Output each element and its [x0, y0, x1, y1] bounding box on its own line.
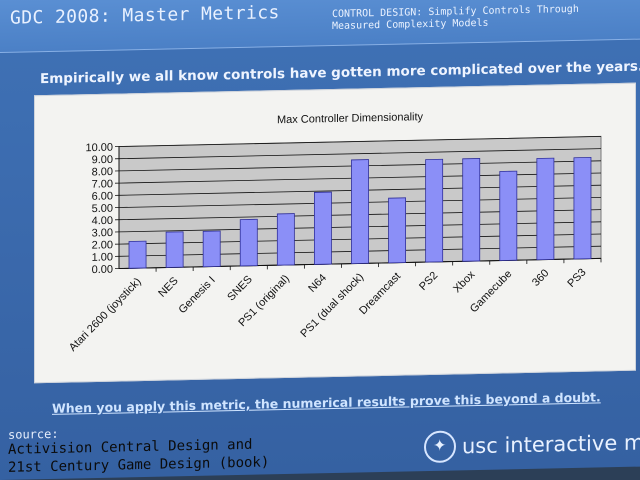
y-tick-label: 1.00: [92, 251, 113, 263]
bar: [462, 158, 481, 262]
source-label: source:: [8, 426, 59, 442]
bar: [536, 157, 555, 261]
y-tick-label: 7.00: [92, 178, 113, 190]
footer-claim: When you apply this metric, the numerica…: [52, 389, 601, 416]
logo-text: usc interactive med: [462, 429, 640, 459]
slide-subtitle: CONTROL DESIGN: Simplify Controls Throug…: [332, 3, 579, 33]
bar: [239, 218, 258, 267]
x-tick-label: Xbox: [451, 268, 478, 295]
y-tick-label: 5.00: [92, 203, 113, 215]
y-tick-label: 0.00: [92, 264, 113, 276]
usc-logo: usc interactive med: [424, 426, 640, 465]
slide-header: GDC 2008: Master Metrics CONTROL DESIGN:…: [0, 0, 640, 54]
chart-title: Max Controller Dimensionality: [277, 111, 424, 126]
bar: [276, 213, 295, 266]
chart-panel: Max Controller Dimensionality 0.00 1.00 2.0…: [34, 82, 636, 384]
y-tick-label: 10.00: [85, 142, 113, 155]
slide-headline: Empirically we all know controls have go…: [40, 58, 640, 88]
bar: [202, 230, 221, 268]
brand-title: GDC 2008: Master Metrics: [10, 2, 280, 29]
x-tick-label: PS1 (dual shock): [298, 271, 366, 340]
gridline: [119, 148, 601, 160]
x-tick-label: N64: [306, 272, 329, 295]
x-tick-label: PS2: [417, 270, 440, 293]
bar: [573, 156, 592, 260]
bar-chart: Max Controller Dimensionality 0.001.002.0…: [67, 111, 602, 354]
bar: [425, 158, 444, 263]
bar: [388, 197, 407, 264]
y-tick-label: 3.00: [92, 227, 113, 239]
x-tick-label: Dreamcast: [357, 270, 403, 317]
bar: [499, 170, 518, 261]
y-tick-label: 6.00: [92, 190, 113, 202]
bar: [128, 240, 147, 269]
x-tick-label: PS3: [565, 266, 588, 289]
x-tick-label: SNES: [225, 273, 255, 303]
gridline: [119, 136, 601, 147]
y-tick-label: 4.00: [92, 215, 113, 227]
y-tick-label: 2.00: [92, 239, 113, 251]
bar: [313, 191, 332, 265]
y-tick-label: 8.00: [92, 166, 113, 178]
source-line-2: 21st Century Game Design (book): [8, 454, 270, 476]
x-tick-label: Atari 2600 (joystick): [67, 276, 144, 354]
x-tick-label: Genesis I: [176, 274, 217, 316]
logo-emblem-icon: [424, 430, 456, 464]
bar: [165, 231, 184, 268]
y-tick-label: 9.00: [92, 154, 113, 166]
x-tick-label: NES: [156, 275, 180, 300]
bar: [351, 159, 369, 265]
x-tick-label: 360: [530, 267, 551, 289]
